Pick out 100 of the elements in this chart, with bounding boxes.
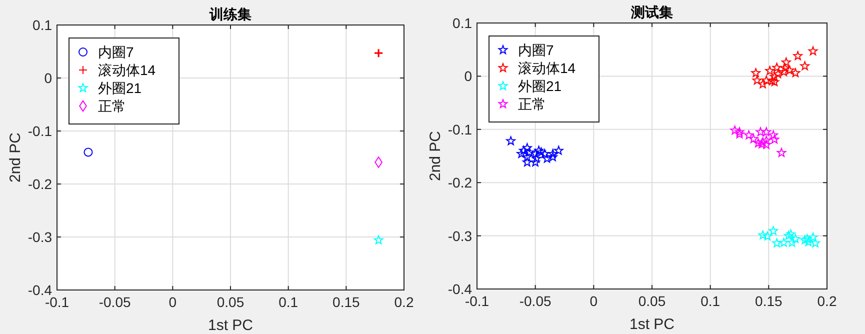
- point: [506, 136, 516, 146]
- x-tick-label: 0.05: [638, 293, 666, 309]
- y-tick-label: -0.2: [28, 176, 52, 192]
- legend-label: 外圈21: [98, 80, 142, 96]
- y-axis-title: 2nd PC: [427, 130, 444, 182]
- legend-label: 内圈7: [518, 42, 554, 58]
- point: [756, 127, 766, 136]
- point: [554, 146, 564, 155]
- point: [536, 147, 546, 156]
- point: [522, 152, 532, 162]
- x-tick-label: 0.15: [332, 294, 360, 310]
- point: [765, 66, 775, 75]
- y-tick-label: 0.1: [452, 15, 472, 31]
- point: [744, 130, 754, 140]
- x-axis-title: 1st PC: [629, 316, 675, 333]
- point: [772, 62, 782, 72]
- point: [808, 46, 818, 56]
- point: [784, 65, 794, 74]
- x-tick-label: 0.05: [216, 294, 244, 310]
- point: [762, 231, 772, 240]
- point: [779, 67, 789, 76]
- point: [530, 148, 540, 158]
- point: [808, 232, 818, 242]
- x-axis-title: 1st PC: [208, 317, 254, 334]
- point: [768, 226, 778, 236]
- point: [532, 154, 542, 163]
- point: [787, 238, 797, 247]
- point: [758, 79, 768, 88]
- x-tick-label: 0.2: [394, 294, 414, 310]
- point: [762, 136, 772, 145]
- point: [734, 129, 744, 138]
- y-tick-label: 0: [44, 70, 52, 86]
- legend-label: 正常: [98, 98, 126, 114]
- point: [804, 237, 814, 246]
- point: [730, 126, 740, 135]
- point: [756, 139, 766, 148]
- point: [548, 152, 558, 162]
- point: [522, 143, 532, 152]
- point: [780, 63, 790, 72]
- point: [800, 61, 810, 70]
- point: [540, 148, 550, 158]
- point: [793, 51, 803, 60]
- x-tick-label: 0.1: [278, 294, 298, 310]
- x-tick-label: -0.05: [519, 293, 552, 309]
- point: [734, 127, 744, 136]
- point: [518, 146, 528, 155]
- point: [779, 238, 789, 247]
- point: [770, 77, 780, 86]
- point: [758, 137, 768, 146]
- point: [770, 134, 780, 144]
- point: [524, 147, 534, 156]
- y-tick-label: 0: [464, 68, 472, 84]
- y-tick-label: -0.1: [28, 123, 52, 139]
- x-tick-label: 0: [168, 294, 177, 310]
- point: [776, 148, 786, 157]
- legend-label: 正常: [518, 96, 546, 112]
- point: [522, 157, 532, 166]
- point: [784, 230, 794, 240]
- point: [534, 146, 544, 155]
- x-tick-label: 0.2: [817, 293, 837, 309]
- point: [516, 148, 526, 158]
- point: [767, 76, 777, 86]
- point: [773, 69, 783, 78]
- point: [810, 238, 820, 248]
- legend-label: 滚动体14: [98, 62, 156, 78]
- point: [758, 230, 768, 240]
- y-axis-title: 2nd PC: [7, 132, 24, 183]
- y-tick-label: -0.3: [448, 228, 472, 244]
- point: [802, 234, 812, 244]
- x-tick-label: -0.05: [98, 294, 131, 310]
- point: [752, 76, 762, 85]
- point: [762, 127, 772, 136]
- point: [772, 238, 782, 248]
- y-tick-label: 0.1: [32, 17, 52, 33]
- point: [790, 68, 800, 78]
- point: [753, 138, 763, 148]
- point: [762, 76, 772, 85]
- point: [781, 57, 791, 66]
- y-tick-label: -0.3: [28, 229, 52, 245]
- point: [786, 229, 796, 238]
- legend-label: 外圈21: [518, 78, 562, 94]
- point: [768, 130, 778, 140]
- point: [548, 148, 558, 158]
- point: [542, 154, 552, 163]
- point: [748, 134, 758, 144]
- y-tick-label: -0.1: [448, 121, 472, 138]
- point: [530, 157, 540, 166]
- point: [751, 68, 761, 78]
- x-tick-label: 0.15: [755, 293, 783, 309]
- x-tick-label: 0: [590, 293, 598, 309]
- point: [770, 72, 780, 81]
- chart-title: 训练集: [208, 6, 252, 22]
- y-tick-label: -0.2: [448, 174, 472, 191]
- point: [790, 234, 800, 244]
- point: [800, 235, 810, 244]
- point: [762, 140, 772, 149]
- legend-label: 滚动体14: [518, 60, 576, 76]
- legend-label: 内圈7: [98, 44, 134, 60]
- x-tick-label: 0.1: [700, 293, 720, 309]
- chart-title: 测试集: [630, 4, 673, 20]
